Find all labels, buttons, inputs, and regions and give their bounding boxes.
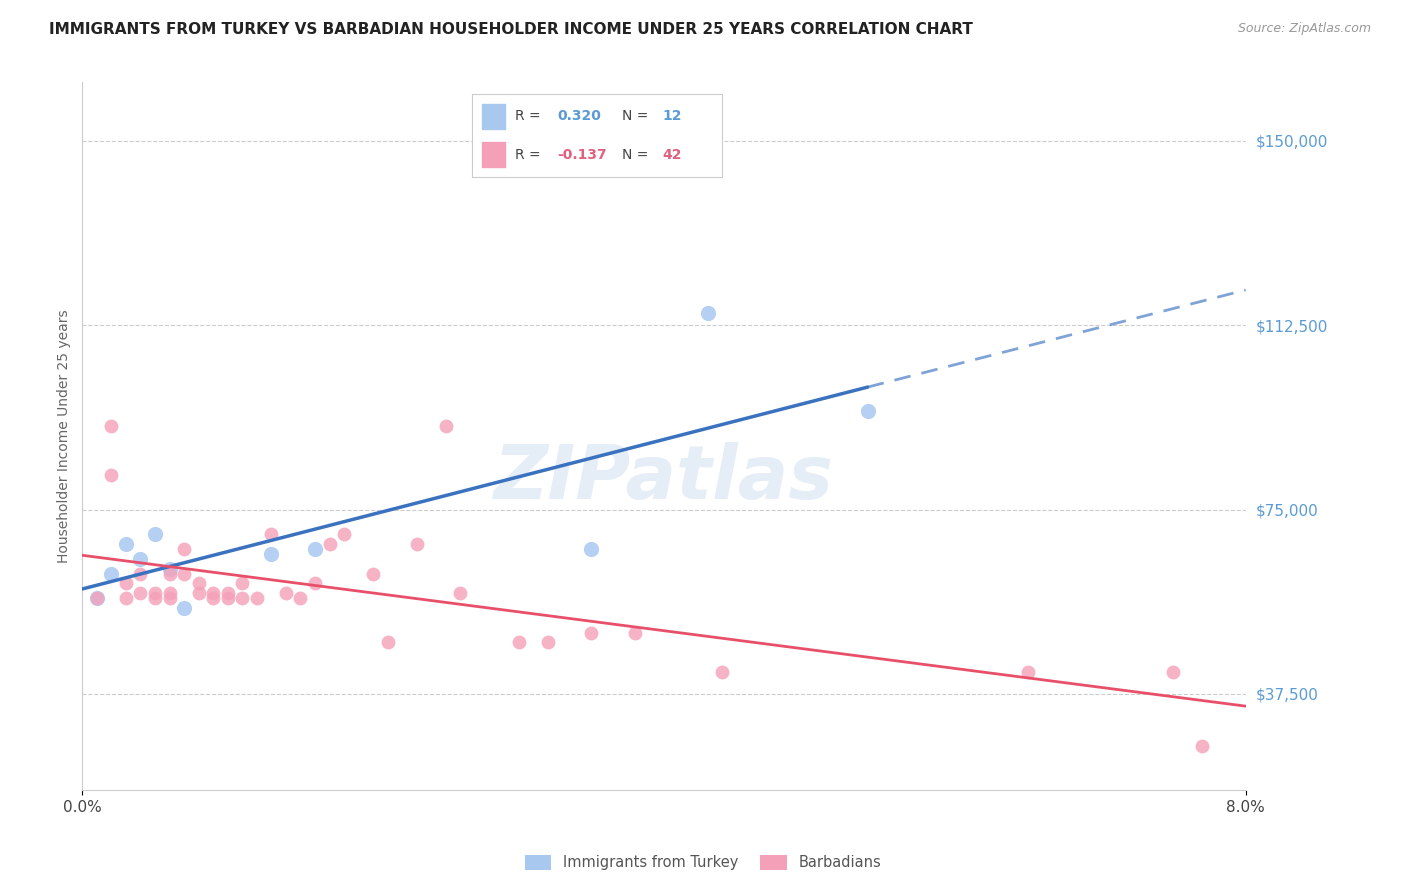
Point xyxy=(260,527,283,541)
Text: IMMIGRANTS FROM TURKEY VS BARBADIAN HOUSEHOLDER INCOME UNDER 25 YEARS CORRELATIO: IMMIGRANTS FROM TURKEY VS BARBADIAN HOUS… xyxy=(49,22,973,37)
Point xyxy=(159,591,181,606)
Point xyxy=(100,468,122,483)
Point xyxy=(449,586,471,600)
Point xyxy=(86,591,108,606)
Point xyxy=(434,419,457,434)
Point xyxy=(129,586,152,600)
Point xyxy=(187,586,209,600)
Point xyxy=(187,576,209,591)
Point xyxy=(304,576,326,591)
Point xyxy=(711,665,734,679)
Point xyxy=(173,566,195,581)
Point xyxy=(536,635,558,649)
Point xyxy=(173,541,195,556)
Point xyxy=(231,591,253,606)
Point xyxy=(1191,739,1213,753)
Point xyxy=(143,527,166,541)
Point xyxy=(159,566,181,581)
Point xyxy=(246,591,269,606)
Text: Source: ZipAtlas.com: Source: ZipAtlas.com xyxy=(1237,22,1371,36)
Point xyxy=(1161,665,1184,679)
Point xyxy=(173,601,195,615)
Point xyxy=(159,586,181,600)
Point xyxy=(624,625,647,640)
Point xyxy=(217,586,239,600)
Point xyxy=(129,566,152,581)
Point xyxy=(581,625,603,640)
Point xyxy=(129,551,152,566)
Point xyxy=(290,591,312,606)
Point xyxy=(377,635,399,649)
Point xyxy=(143,586,166,600)
Y-axis label: Householder Income Under 25 years: Householder Income Under 25 years xyxy=(58,309,72,563)
Point xyxy=(231,576,253,591)
Point xyxy=(361,566,384,581)
Point xyxy=(405,537,427,551)
Point xyxy=(318,537,340,551)
Point xyxy=(202,586,225,600)
Point xyxy=(217,591,239,606)
Point xyxy=(143,591,166,606)
Point xyxy=(202,591,225,606)
Point xyxy=(696,306,718,320)
Point xyxy=(159,561,181,575)
Point xyxy=(508,635,530,649)
Point xyxy=(260,547,283,561)
Point xyxy=(581,541,603,556)
Point xyxy=(304,541,326,556)
Text: ZIPatlas: ZIPatlas xyxy=(494,442,834,515)
Point xyxy=(1017,665,1039,679)
Point xyxy=(86,591,108,606)
Point xyxy=(100,419,122,434)
Point xyxy=(115,537,138,551)
Point xyxy=(333,527,356,541)
Point xyxy=(100,566,122,581)
Point xyxy=(274,586,297,600)
Point xyxy=(856,404,879,418)
Legend: Immigrants from Turkey, Barbadians: Immigrants from Turkey, Barbadians xyxy=(519,848,887,876)
Point xyxy=(115,576,138,591)
Point xyxy=(115,591,138,606)
